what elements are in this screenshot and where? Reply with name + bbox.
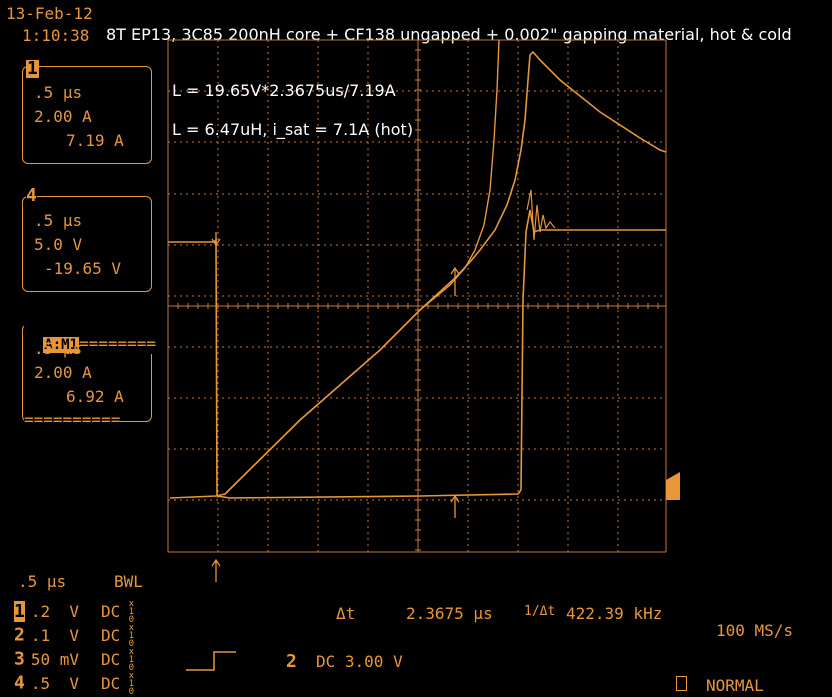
- ringing: [526, 189, 556, 241]
- channel-setting-row[interactable]: 2.1 V DC x10: [14, 623, 136, 649]
- channel-setting-row[interactable]: 4.5 V DC x10: [14, 671, 136, 697]
- acq-mode-icon: [676, 676, 687, 691]
- ch4-timebase: .5 μs: [34, 211, 83, 230]
- ground-marker: [666, 472, 680, 500]
- channel-scale: 50 mV: [30, 649, 80, 669]
- time-readout: 1:10:38: [22, 26, 90, 45]
- m1-value: 6.92 A: [66, 387, 124, 406]
- frequency-value: 422.39 kHz: [566, 604, 663, 623]
- screen-title: 8T EP13, 3C85 200nH core + CF138 ungappe…: [106, 25, 792, 44]
- ch4-value: -19.65 V: [44, 259, 122, 278]
- bwl-indicator: BWL: [114, 572, 143, 591]
- channel-coupling: DC: [101, 673, 121, 693]
- ch1-scale: 2.00 A: [34, 107, 92, 126]
- channel-scale: .2 V: [30, 601, 80, 621]
- m1-header: A:M1========: [24, 315, 159, 354]
- sample-rate: 100 MS/s: [716, 621, 794, 640]
- m1-label: A:M1: [43, 337, 79, 353]
- acq-mode: NORMAL: [706, 676, 764, 695]
- channel-number: 1: [14, 600, 25, 622]
- channel-scale: .1 V: [30, 625, 80, 645]
- channel-coupling: DC: [101, 649, 121, 669]
- channel-setting-row[interactable]: 1.2 V DC x10: [14, 599, 136, 625]
- annotation-line-2: L = 6.47uH, i_sat = 7.1A (hot): [172, 120, 414, 139]
- trigger-level: DC 3.00 V: [316, 652, 403, 671]
- ch1-value: 7.19 A: [66, 131, 124, 150]
- channel-coupling: DC: [101, 601, 121, 621]
- m1-scale: 2.00 A: [34, 363, 92, 382]
- ch4-voltage-trace: [168, 209, 666, 499]
- ch1-timebase: .5 μs: [34, 83, 83, 102]
- cursor-markers: [211, 232, 460, 582]
- delta-t-label: Δt: [336, 604, 356, 623]
- probe-factor: x10: [128, 671, 134, 697]
- trigger-channel: 2: [286, 651, 297, 672]
- channel-scale: .5 V: [30, 673, 80, 693]
- ch1-readout-box[interactable]: [22, 66, 152, 164]
- ch4-scale: 5.0 V: [34, 235, 83, 254]
- ch4-number: 4: [26, 185, 37, 206]
- probe-factor: x10: [128, 623, 134, 649]
- trigger-edge-icon: [186, 651, 236, 671]
- annotation-line-1: L = 19.65V*2.3675us/7.19A: [172, 81, 396, 100]
- inv-delta-t-label: 1/Δt: [524, 604, 556, 619]
- grid-dots: [168, 40, 666, 552]
- current-ramp-cold: [224, 39, 500, 495]
- date-readout: 13-Feb-12: [6, 4, 93, 23]
- channel-coupling: DC: [101, 625, 121, 645]
- probe-factor: x10: [128, 599, 134, 625]
- bottom-timebase: .5 μs: [18, 572, 67, 591]
- ch4-readout-box[interactable]: [22, 196, 152, 292]
- m1-timebase: .5 μs: [34, 339, 83, 358]
- center-axes: [167, 39, 666, 552]
- delta-t-value: 2.3675 μs: [406, 604, 493, 623]
- ch1-number: 1: [26, 58, 39, 79]
- probe-factor: x10: [128, 647, 134, 673]
- graticule: [167, 39, 667, 553]
- m1-bottom-dashes: ==========: [24, 410, 121, 429]
- channel-number: 2: [14, 624, 25, 646]
- channel-number: 4: [14, 672, 25, 694]
- channel-setting-row[interactable]: 3 50 mV DC x10: [14, 647, 136, 673]
- channel-number: 3: [14, 648, 25, 670]
- m1-dashes: ========: [78, 334, 157, 353]
